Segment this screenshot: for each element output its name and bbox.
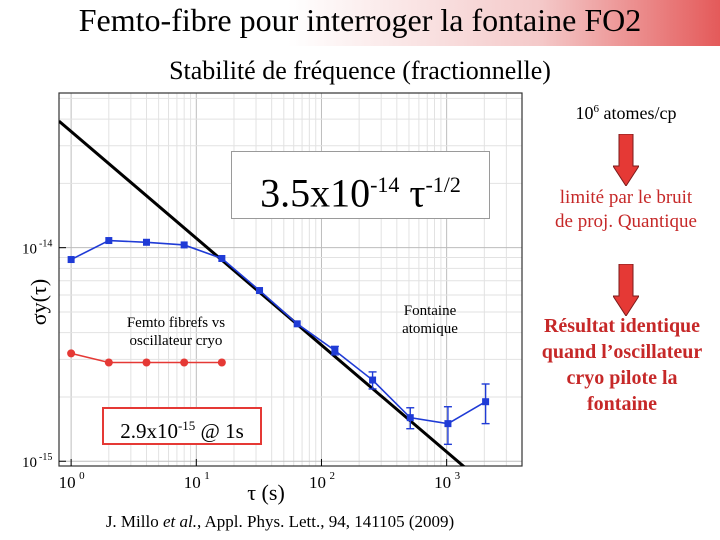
x-axis-label: τ (s) (247, 480, 285, 505)
atoms-per-cycle-label: 106 atomes/cp (556, 103, 696, 124)
atoms-base: 10 (575, 103, 594, 123)
citation-journal: , Appl. Phys. Lett., 94, 141105 (2009) (196, 512, 455, 531)
fontaine-data-point (180, 241, 188, 249)
citation-authors: J. Millo (105, 512, 163, 531)
femto-data-point (180, 358, 189, 367)
femto-data-point (67, 349, 76, 358)
fontaine-data-point (331, 347, 339, 355)
fontaine-series-line (70, 239, 487, 425)
femto-data-point (104, 358, 113, 367)
plot-frame (58, 92, 523, 467)
x-tick-exponent: 3 (455, 470, 461, 482)
down-arrow-icon (613, 134, 639, 186)
y-tick-label: 10 (22, 242, 37, 258)
down-arrow-icon (613, 264, 639, 316)
title-bar (0, 0, 720, 46)
fontaine-data-point (142, 238, 150, 246)
stability-exp: -15 (177, 418, 196, 433)
fontaine-data-point (256, 287, 264, 295)
y-axis-label: σy(τ) (26, 278, 51, 326)
stability-base: 2.9x10 (120, 419, 178, 443)
atoms-suffix: atomes/cp (599, 103, 677, 123)
x-tick-exponent: 1 (204, 470, 210, 482)
fontaine-data-point (105, 237, 113, 245)
y-tick-exponent: -14 (39, 239, 52, 250)
x-tick-label: 10 (184, 473, 201, 492)
femto-data-point (217, 358, 226, 367)
fit-formula-base: 3.5x10 (260, 170, 371, 216)
stability-value-box: 2.9x10-15 @ 1s (102, 407, 262, 445)
fontaine-data-point (406, 414, 414, 422)
x-tick-label: 10 (434, 473, 451, 492)
fit-formula-box: 3.5x10-14 τ-1/2 (231, 151, 490, 219)
x-tick-label: 10 (309, 473, 326, 492)
y-tick-exponent: -15 (39, 452, 52, 463)
fontaine-data-point (444, 420, 452, 428)
x-tick-exponent: 0 (79, 470, 85, 482)
fontaine-data-point (218, 254, 226, 262)
citation: J. Millo et al., Appl. Phys. Lett., 94, … (60, 512, 500, 532)
x-tick-label: 10 (59, 473, 76, 492)
stability-suffix: @ 1s (195, 419, 244, 443)
femto-data-point (142, 358, 151, 367)
quantum-noise-note: limité par le bruit de proj. Quantique (555, 187, 697, 232)
atoms-exp: 6 (593, 103, 600, 115)
fontaine-data-point (369, 376, 377, 384)
fontaine-data-point (67, 256, 75, 264)
result-note: Résultat identique quand l’oscillateur c… (541, 315, 703, 415)
x-tick-exponent: 2 (329, 470, 335, 482)
fit-formula-tau-exp: -1/2 (425, 172, 461, 197)
citation-etal: et al. (162, 512, 197, 531)
page-subtitle: Stabilité de fréquence (fractionnelle) (169, 56, 551, 85)
fontaine-series-label: Fontaine atomique (402, 303, 458, 337)
y-tick-label: 10 (22, 455, 37, 471)
fontaine-data-point (482, 398, 490, 406)
fit-formula-exp: -14 (370, 172, 400, 197)
fit-formula-tau: τ (409, 170, 426, 216)
page-title: Femto-fibre pour interroger la fontaine … (78, 2, 642, 38)
fontaine-data-point (293, 320, 301, 328)
femto-series-label: Femto fibrefs vs oscillateur cryo (126, 315, 226, 349)
